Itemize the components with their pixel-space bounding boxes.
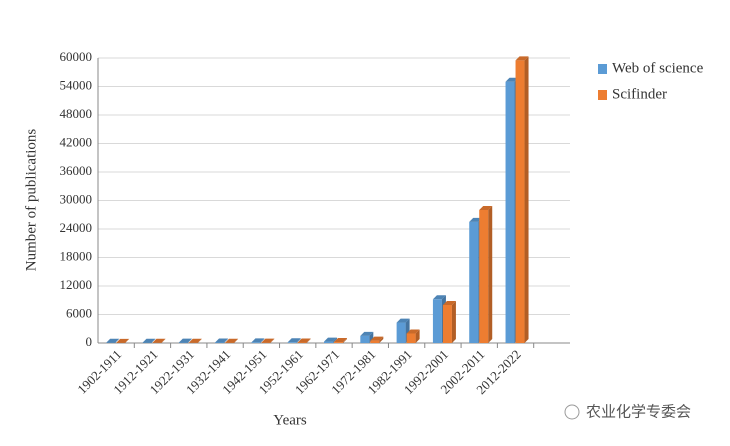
bar-side <box>115 338 120 343</box>
y-tick-label: 12000 <box>60 277 93 292</box>
bar <box>442 301 456 343</box>
bar <box>370 336 384 343</box>
bar-top <box>469 217 483 222</box>
bar-side <box>151 338 156 343</box>
bar-front <box>370 340 380 343</box>
bar-top <box>142 338 156 343</box>
bar-side <box>524 56 529 343</box>
bar <box>106 338 120 343</box>
bar-side <box>260 338 265 343</box>
bar-front <box>479 210 489 343</box>
bar-top <box>215 338 229 343</box>
y-tick-label: 6000 <box>66 305 92 320</box>
bar-side <box>369 331 374 343</box>
bar-top <box>287 338 301 343</box>
y-tick-label: 36000 <box>60 163 93 178</box>
bar-top <box>261 338 275 343</box>
bar-top <box>116 338 130 343</box>
bar-top <box>152 338 166 343</box>
y-tick-label: 24000 <box>60 220 93 235</box>
bar-front <box>360 335 370 343</box>
bar-front <box>442 305 452 343</box>
bar-top <box>442 301 456 305</box>
bar-front <box>334 342 343 343</box>
bar <box>225 338 239 343</box>
bar <box>406 329 420 343</box>
bar <box>360 331 374 343</box>
bar-top <box>251 338 265 343</box>
bar-top <box>225 338 239 343</box>
bar-side <box>161 338 166 343</box>
bar-top <box>432 295 446 300</box>
y-tick-label: 42000 <box>60 134 93 149</box>
watermark: 农业化学专委会 <box>586 403 691 421</box>
legend-swatch <box>598 64 607 74</box>
bar-side <box>333 337 337 343</box>
y-axis-title: Number of publications <box>23 129 39 272</box>
bar-top <box>297 338 311 343</box>
bar-side <box>379 336 384 343</box>
bar <box>515 56 529 343</box>
bar <box>287 338 301 343</box>
bar-side <box>415 329 420 343</box>
bar <box>215 338 229 343</box>
bar-top <box>370 336 384 341</box>
bar <box>297 338 311 343</box>
legend-label: Scifinder <box>612 86 667 102</box>
bar <box>188 338 202 343</box>
bar-side <box>270 338 275 343</box>
bar-front <box>469 221 479 343</box>
x-axis-title: Years <box>273 412 307 428</box>
y-tick-label: 18000 <box>60 248 93 263</box>
bar-side <box>306 338 311 343</box>
bar-side <box>488 206 493 343</box>
bar-top <box>396 318 410 323</box>
bar-front <box>324 341 333 343</box>
legend-label: Web of science <box>612 60 704 76</box>
bar-side <box>451 301 456 343</box>
bar-side <box>197 338 202 343</box>
bar-top <box>334 338 347 343</box>
bar-top <box>324 337 337 342</box>
bar-side <box>296 338 301 343</box>
bar <box>116 338 130 343</box>
bar-side <box>343 338 347 343</box>
bar-front <box>432 299 442 343</box>
watermark-icon <box>564 404 580 420</box>
bar-top <box>106 338 120 343</box>
bar <box>479 206 493 343</box>
bar-top <box>178 338 192 343</box>
bar-top <box>505 77 519 82</box>
bar-side <box>125 338 130 343</box>
legend-swatch <box>598 90 607 100</box>
y-tick-label: 0 <box>86 334 93 349</box>
y-tick-label: 54000 <box>60 77 93 92</box>
y-tick-label: 30000 <box>60 191 93 206</box>
bar <box>152 338 166 343</box>
bar <box>334 338 347 343</box>
y-tick-label: 60000 <box>60 49 93 64</box>
bar-side <box>187 338 192 343</box>
bar-front <box>505 81 515 343</box>
bar-top <box>515 56 529 61</box>
bar-top <box>479 206 493 210</box>
bar-top <box>406 329 420 334</box>
y-tick-label: 48000 <box>60 106 93 121</box>
bar <box>142 338 156 343</box>
bar <box>178 338 192 343</box>
bar-top <box>188 338 202 343</box>
bar-side <box>224 338 229 343</box>
bar-front <box>287 342 297 343</box>
bar <box>324 337 337 343</box>
bar-top <box>360 331 374 336</box>
bar <box>261 338 275 343</box>
bar-front <box>515 60 525 343</box>
bar-front <box>251 342 261 343</box>
bar-side <box>234 338 239 343</box>
bar-front <box>396 322 406 343</box>
bar-front <box>406 333 416 343</box>
bar <box>251 338 265 343</box>
